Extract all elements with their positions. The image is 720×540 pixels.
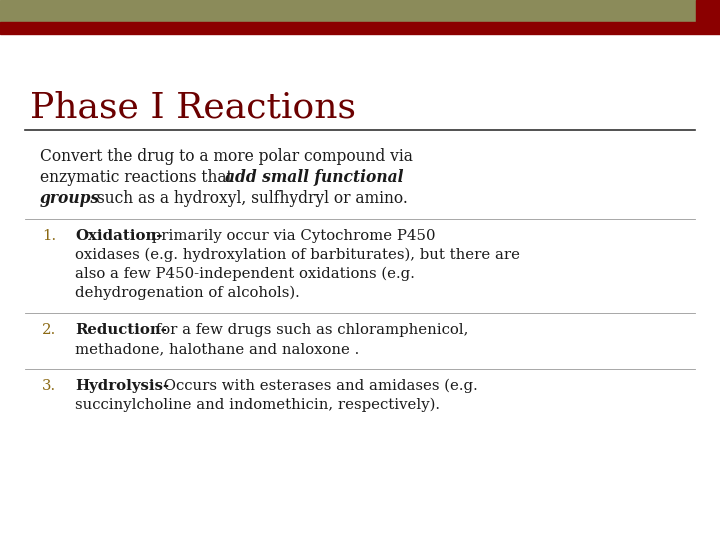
Text: Hydrolysis-: Hydrolysis-	[75, 379, 169, 393]
Text: Reduction-: Reduction-	[75, 323, 167, 337]
Bar	[696, 0, 720, 24]
Text: primarily occur via Cytochrome P450: primarily occur via Cytochrome P450	[147, 229, 436, 243]
Text: Occurs with esterases and amidases (e.g.: Occurs with esterases and amidases (e.g.	[159, 379, 478, 394]
Text: Phase I Reactions: Phase I Reactions	[30, 90, 356, 124]
Text: 3.: 3.	[42, 379, 56, 393]
Bar	[0, 0, 720, 22]
Text: also a few P450-independent oxidations (e.g.: also a few P450-independent oxidations (…	[75, 267, 415, 281]
Text: 2.: 2.	[42, 323, 56, 337]
Text: methadone, halothane and naloxone .: methadone, halothane and naloxone .	[75, 342, 359, 356]
Text: for a few drugs such as chloramphenicol,: for a few drugs such as chloramphenicol,	[151, 323, 469, 337]
Text: add small functional: add small functional	[225, 169, 403, 186]
Text: Convert the drug to a more polar compound via: Convert the drug to a more polar compoun…	[40, 148, 413, 165]
Text: such as a hydroxyl, sulfhydryl or amino.: such as a hydroxyl, sulfhydryl or amino.	[92, 190, 408, 207]
Bar	[0, 22, 720, 34]
Text: succinylcholine and indomethicin, respectively).: succinylcholine and indomethicin, respec…	[75, 398, 440, 413]
Text: dehydrogenation of alcohols).: dehydrogenation of alcohols).	[75, 286, 300, 300]
Text: enzymatic reactions that: enzymatic reactions that	[40, 169, 238, 186]
Text: 1.: 1.	[42, 229, 56, 243]
Text: Oxidation-: Oxidation-	[75, 229, 163, 243]
Text: groups: groups	[40, 190, 100, 207]
Text: oxidases (e.g. hydroxylation of barbiturates), but there are: oxidases (e.g. hydroxylation of barbitur…	[75, 248, 520, 262]
